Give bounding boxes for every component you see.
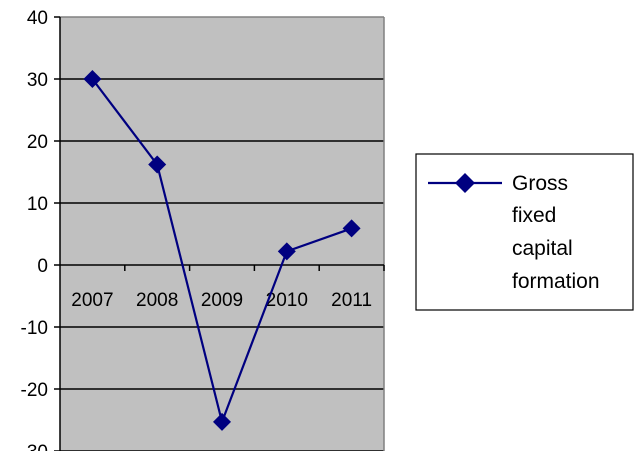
legend-diamond-marker — [455, 173, 475, 193]
x-axis — [60, 264, 385, 271]
data-point-marker — [342, 219, 361, 238]
data-point-marker — [148, 155, 167, 174]
data-point-marker — [83, 70, 102, 88]
y-tick-label: 30 — [27, 70, 48, 91]
legend-label-line-3: capital — [512, 237, 573, 260]
y-tick-label: 0 — [37, 256, 48, 277]
y-tick-label: 40 — [27, 8, 48, 29]
y-tick-label: -30 — [21, 442, 48, 451]
x-tick-label: 2008 — [136, 290, 178, 311]
y-tick-label: -10 — [21, 318, 48, 339]
y-tick-label: -20 — [21, 380, 48, 401]
data-point-marker — [213, 412, 231, 431]
legend-box — [415, 153, 634, 311]
legend-label-line-4: formation — [512, 270, 600, 293]
y-axis-ticks: -30 -20 -10 0 10 20 30 40 — [21, 8, 60, 451]
x-tick-label: 2009 — [201, 290, 243, 311]
x-tick-label: 2007 — [71, 290, 113, 311]
y-tick-label: 10 — [27, 194, 48, 215]
plot-area — [60, 17, 384, 451]
y-tick-label: 20 — [27, 132, 48, 153]
legend: Gross fixed capital formation — [415, 153, 634, 311]
series-layer — [83, 70, 361, 431]
data-point-marker — [277, 242, 296, 261]
legend-label-line-1: Gross — [512, 172, 568, 195]
x-axis-tick-labels: 2007 2008 2009 2010 2011 — [71, 290, 372, 311]
x-tick-label: 2010 — [266, 290, 308, 311]
x-tick-label: 2011 — [331, 290, 372, 311]
legend-label-line-2: fixed — [512, 204, 556, 227]
gridlines — [60, 78, 384, 451]
